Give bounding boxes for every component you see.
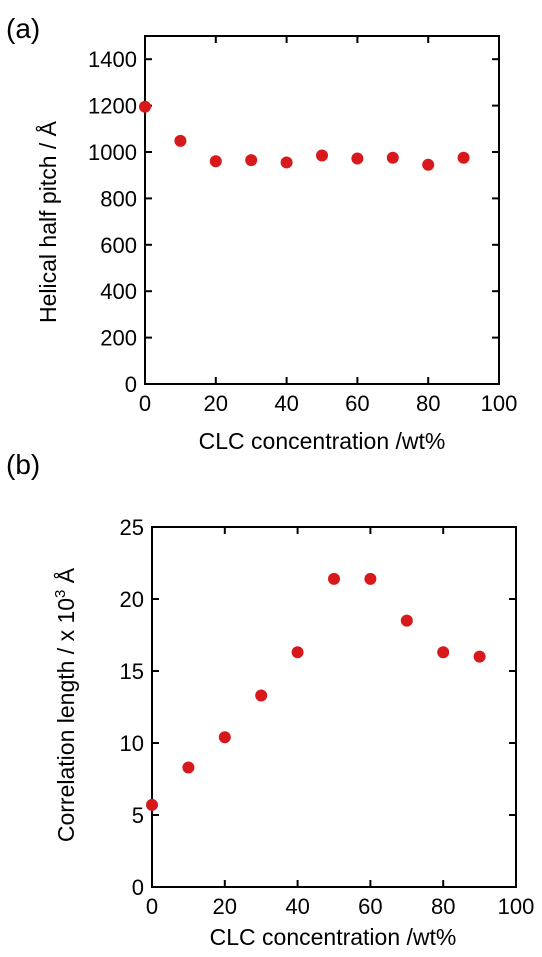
y-tick-label: 0 [125, 372, 137, 397]
panel-label-b: (b) [6, 449, 40, 480]
y-tick-label: 10 [120, 731, 144, 756]
y-axis-label-b-text: Correlation length / x 10 [53, 598, 79, 842]
y-tick-label: 800 [100, 186, 137, 211]
x-tick-label: 0 [139, 391, 151, 416]
x-axis-label-b: CLC concentration /wt% [210, 924, 457, 950]
x-axis-b: 0 20 40 60 80 100 [146, 527, 534, 919]
y-axis-label-b-superscript: 3 [52, 590, 69, 598]
x-axis-label-a: CLC concentration /wt% [199, 428, 446, 454]
y-axis-label-b: Correlation length / x 103 Å [52, 567, 79, 842]
panel-b: (b) 0 5 10 15 20 25 0 20 40 60 80 100 CLC concentr… [6, 449, 534, 950]
x-tick-label: 60 [345, 391, 369, 416]
x-tick-label: 80 [416, 391, 440, 416]
data-point [291, 646, 304, 659]
data-point [245, 154, 258, 167]
data-point [437, 646, 450, 659]
x-tick-label: 100 [481, 391, 518, 416]
data-point [457, 151, 470, 164]
x-tick-label: 60 [358, 894, 382, 919]
data-point [280, 156, 293, 169]
y-axis-a: 0 200 400 600 800 1000 1200 1400 [88, 47, 499, 397]
x-tick-label: 80 [431, 894, 455, 919]
y-tick-label: 0 [132, 875, 144, 900]
data-point [351, 152, 364, 165]
x-tick-label: 20 [204, 391, 228, 416]
data-point [386, 151, 399, 164]
y-tick-label: 200 [100, 326, 137, 351]
data-point [422, 158, 435, 171]
data-point [255, 689, 268, 702]
data-point [328, 572, 340, 585]
y-tick-label: 600 [100, 233, 137, 258]
plot-frame-b [151, 526, 517, 888]
data-point [364, 572, 377, 585]
y-tick-label: 400 [100, 279, 137, 304]
x-tick-label: 40 [285, 894, 309, 919]
y-tick-label: 5 [132, 803, 144, 828]
y-tick-label: 1200 [88, 94, 137, 119]
data-point [182, 761, 195, 774]
y-tick-label: 20 [120, 587, 144, 612]
x-tick-label: 20 [213, 894, 237, 919]
plot-frame-a [144, 35, 500, 385]
x-tick-label: 40 [274, 391, 298, 416]
data-point [146, 798, 158, 811]
data-point [174, 134, 187, 147]
x-tick-label: 100 [498, 894, 535, 919]
panel-a: (a) 0 200 400 600 800 1000 1200 1400 0 20 40 60 80 1… [6, 13, 517, 454]
data-point [209, 155, 222, 168]
x-tick-label: 0 [146, 894, 158, 919]
y-tick-label: 1400 [88, 47, 137, 72]
data-point [139, 100, 151, 113]
y-axis-label-a: Helical half pitch / Å [34, 120, 61, 323]
data-points-a [139, 100, 470, 171]
y-axis-b: 0 5 10 15 20 25 [120, 515, 516, 900]
y-tick-label: 25 [120, 515, 144, 540]
y-axis-label-b-unit: Å [52, 567, 79, 583]
panel-label-a: (a) [6, 13, 40, 44]
data-point [400, 614, 413, 627]
y-tick-label: 1000 [88, 140, 137, 165]
data-point [316, 149, 328, 162]
y-tick-label: 15 [120, 659, 144, 684]
x-axis-a: 0 20 40 60 80 100 [139, 36, 517, 416]
data-points-b [146, 572, 486, 811]
data-point [473, 650, 486, 663]
data-point [218, 731, 231, 744]
